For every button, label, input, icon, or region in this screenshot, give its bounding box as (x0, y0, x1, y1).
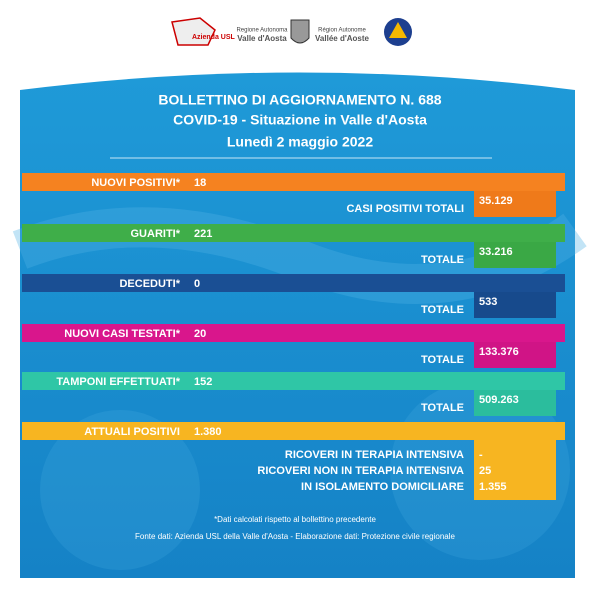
row-label: NUOVI CASI TESTATI* (64, 328, 180, 340)
breakdown-label: RICOVERI IN TERAPIA INTENSIVA (285, 449, 464, 461)
row-bar (22, 372, 565, 390)
total-label: TOTALE (421, 402, 464, 414)
subtitle: COVID-19 - Situazione in Valle d'Aosta (173, 112, 427, 128)
total-value: 533 (479, 296, 497, 308)
row-bar (22, 173, 565, 191)
row-value: 221 (194, 228, 212, 240)
total-box (474, 292, 556, 318)
breakdown-label: RICOVERI NON IN TERAPIA INTENSIVA (257, 465, 464, 477)
logo-text: Région Autonome (318, 28, 366, 34)
total-value: 33.216 (479, 246, 513, 258)
breakdown-label: IN ISOLAMENTO DOMICILIARE (301, 481, 464, 493)
footnote: *Dati calcolati rispetto al bollettino p… (214, 515, 376, 524)
breakdown-value: 1.355 (479, 481, 507, 493)
row-bar (22, 224, 565, 242)
breakdown-value: - (479, 449, 483, 461)
date: Lunedì 2 maggio 2022 (227, 134, 373, 150)
row-bar (22, 422, 565, 440)
total-value: 35.129 (479, 195, 513, 207)
logo-text: Regione Autonoma (236, 28, 288, 34)
row-label: ATTUALI POSITIVI (84, 426, 180, 438)
row-value: 0 (194, 278, 200, 290)
total-label: TOTALE (421, 354, 464, 366)
row-value: 1.380 (194, 426, 222, 438)
total-box (474, 440, 556, 500)
total-box (474, 242, 556, 268)
row-value: 152 (194, 376, 212, 388)
row-bar (22, 274, 565, 292)
total-box (474, 390, 556, 416)
logo-text: Valle d'Aosta (237, 34, 287, 43)
row-label: GUARITI* (131, 228, 181, 240)
decoration (40, 410, 200, 570)
logos: Azienda USL Regione Autonoma Valle d'Aos… (171, 17, 412, 46)
row-bar (22, 324, 565, 342)
total-label: TOTALE (421, 304, 464, 316)
logo-text: Vallée d'Aoste (315, 34, 369, 43)
row-label: TAMPONI EFFETTUATI* (56, 376, 180, 388)
breakdown-value: 25 (479, 465, 491, 477)
row-value: 18 (194, 177, 206, 189)
total-label: TOTALE (421, 254, 464, 266)
total-value: 133.376 (479, 346, 519, 358)
row-label: NUOVI POSITIVI* (91, 177, 180, 189)
row-value: 20 (194, 328, 206, 340)
source: Fonte dati: Azienda USL della Valle d'Ao… (135, 532, 455, 541)
total-box (474, 342, 556, 368)
total-box (474, 191, 556, 217)
total-value: 509.263 (479, 394, 519, 406)
row-label: DECEDUTI* (119, 278, 180, 290)
logo-text: Azienda USL (192, 34, 236, 41)
title: BOLLETTINO DI AGGIORNAMENTO N. 688 (158, 92, 441, 108)
total-label: CASI POSITIVI TOTALI (346, 203, 464, 215)
